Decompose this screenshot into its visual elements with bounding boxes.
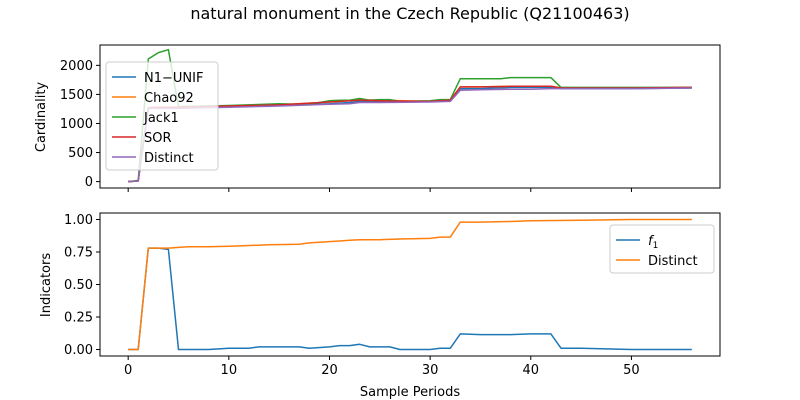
top-legend: N1−UNIF Chao92 Jack1 SOR Distinct <box>105 61 219 171</box>
bottom-x-tick-label-1: 10 <box>221 363 238 378</box>
bottom-plot-axes: 0 10 20 30 40 50 0.00 0.25 0.50 0.75 1.00 <box>64 213 640 378</box>
top-legend-label-0: N1−UNIF <box>144 71 203 86</box>
bottom-x-tick-label-5: 50 <box>623 363 640 378</box>
top-y-tick-label-4: 2000 <box>60 59 93 74</box>
top-plot: 0 500 1000 1500 2000 Cardinality N1−UNIF Chao… <box>34 44 721 192</box>
top-y-tick-label-2: 1000 <box>60 117 93 132</box>
top-y-axis-label: Cardinality <box>34 82 49 153</box>
bottom-y-tick-label-4: 1.00 <box>64 213 93 228</box>
bottom-legend-label-1: Distinct <box>648 254 698 269</box>
bottom-series-line-0 <box>128 247 692 351</box>
top-legend-label-4: Distinct <box>144 151 194 166</box>
top-y-tick-label-3: 1500 <box>60 88 93 103</box>
bottom-x-tick-label-2: 20 <box>321 363 338 378</box>
bottom-legend: f1 Distinct <box>609 224 715 274</box>
bottom-y-tick-label-2: 0.50 <box>64 278 93 293</box>
top-legend-label-2: Jack1 <box>143 111 179 126</box>
bottom-y-tick-label-3: 0.75 <box>64 246 93 261</box>
top-y-tick-label-0: 0 <box>85 175 93 190</box>
top-plot-axes: 0 500 1000 1500 2000 <box>60 59 632 192</box>
top-y-tick-label-1: 500 <box>68 146 93 161</box>
bottom-y-tick-label-0: 0.00 <box>64 343 93 358</box>
bottom-plot-lines <box>128 218 692 351</box>
top-plot-frame <box>99 44 721 189</box>
top-legend-box <box>105 61 219 171</box>
top-legend-label-3: SOR <box>144 131 172 146</box>
bottom-legend-label-0: f1 <box>648 234 658 251</box>
x-axis-label: Sample Periods <box>360 385 460 400</box>
bottom-x-tick-label-3: 30 <box>422 363 439 378</box>
bottom-legend-box <box>609 224 715 274</box>
bottom-y-tick-label-1: 0.25 <box>64 311 93 326</box>
bottom-plot: 0 10 20 30 40 50 0.00 0.25 0.50 0.75 1.00 Indicato… <box>39 212 721 400</box>
bottom-series-line-1 <box>128 218 692 351</box>
top-legend-label-1: Chao92 <box>144 91 194 106</box>
bottom-x-tick-label-0: 0 <box>124 363 132 378</box>
bottom-x-tick-label-4: 40 <box>523 363 540 378</box>
bottom-y-axis-label: Indicators <box>39 253 54 317</box>
chart-title: natural monument in the Czech Republic (… <box>190 4 629 23</box>
